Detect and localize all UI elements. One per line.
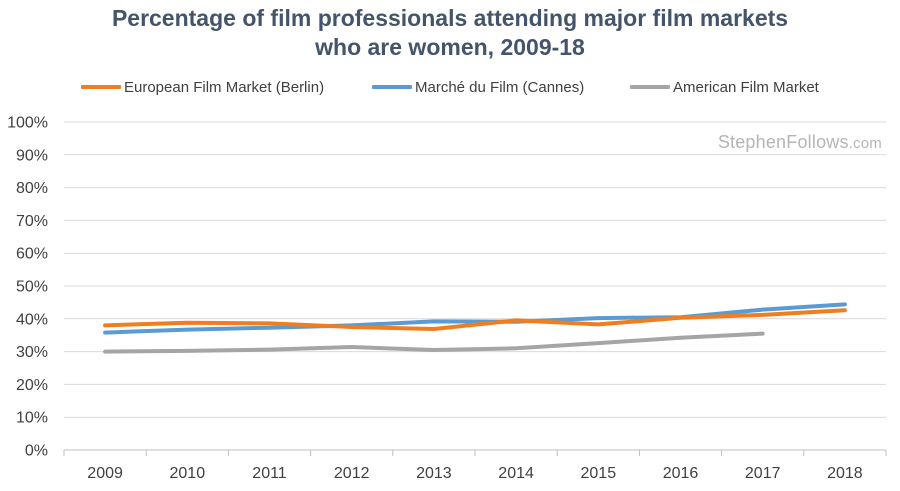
x-tick-label-2014: 2014	[498, 465, 534, 482]
legend-item-afm: American Film Market	[630, 76, 819, 98]
x-tick-label-2017: 2017	[745, 465, 781, 482]
x-tick-label-2013: 2013	[416, 465, 452, 482]
chart-title: Percentage of film professionals attendi…	[0, 4, 900, 62]
y-tick-label-100: 100%	[7, 115, 48, 132]
y-tick-label-40: 40%	[16, 311, 48, 328]
y-tick-label-90: 90%	[16, 147, 48, 164]
y-tick-label-30: 30%	[16, 344, 48, 361]
watermark-main: StephenFollows	[717, 132, 849, 152]
legend-label-cannes: Marché du Film (Cannes)	[415, 78, 585, 96]
watermark-domain: .com	[848, 135, 882, 152]
y-tick-label-70: 70%	[16, 213, 48, 230]
x-tick-label-2012: 2012	[334, 465, 370, 482]
series-line-berlin	[103, 308, 847, 331]
y-tick-label-80: 80%	[16, 180, 48, 197]
series-line-cannes	[103, 302, 847, 335]
legend-item-cannes: Marché du Film (Cannes)	[372, 76, 584, 98]
legend-label-berlin: European Film Market (Berlin)	[124, 78, 325, 96]
y-tick-label-60: 60%	[16, 246, 48, 263]
x-tick-label-2011: 2011	[252, 465, 287, 482]
chart-title-line-2: who are women, 2009-18	[315, 34, 585, 60]
y-tick-label-50: 50%	[16, 279, 48, 296]
watermark: StephenFollows.com	[718, 132, 882, 153]
x-tick-label-2016: 2016	[663, 465, 699, 482]
legend-swatch-cannes	[372, 85, 412, 89]
legend-item-berlin: European Film Market (Berlin)	[81, 76, 324, 98]
y-tick-label-20: 20%	[16, 377, 48, 394]
legend-label-afm: American Film Market	[673, 78, 819, 96]
chart-title-line-1: Percentage of film professionals attendi…	[111, 5, 789, 31]
x-tick-label-2010: 2010	[170, 465, 206, 482]
legend-swatch-afm	[630, 85, 670, 89]
x-tick-label-2009: 2009	[87, 465, 123, 482]
legend-swatch-berlin	[81, 85, 121, 89]
y-tick-label-10: 10%	[16, 410, 48, 427]
series-line-afm	[103, 331, 765, 354]
x-tick-label-2015: 2015	[581, 465, 617, 482]
x-tick-label-2018: 2018	[827, 465, 863, 482]
y-tick-label-0: 0%	[25, 443, 48, 460]
chart-legend: European Film Market (Berlin) Marché du …	[0, 76, 900, 98]
